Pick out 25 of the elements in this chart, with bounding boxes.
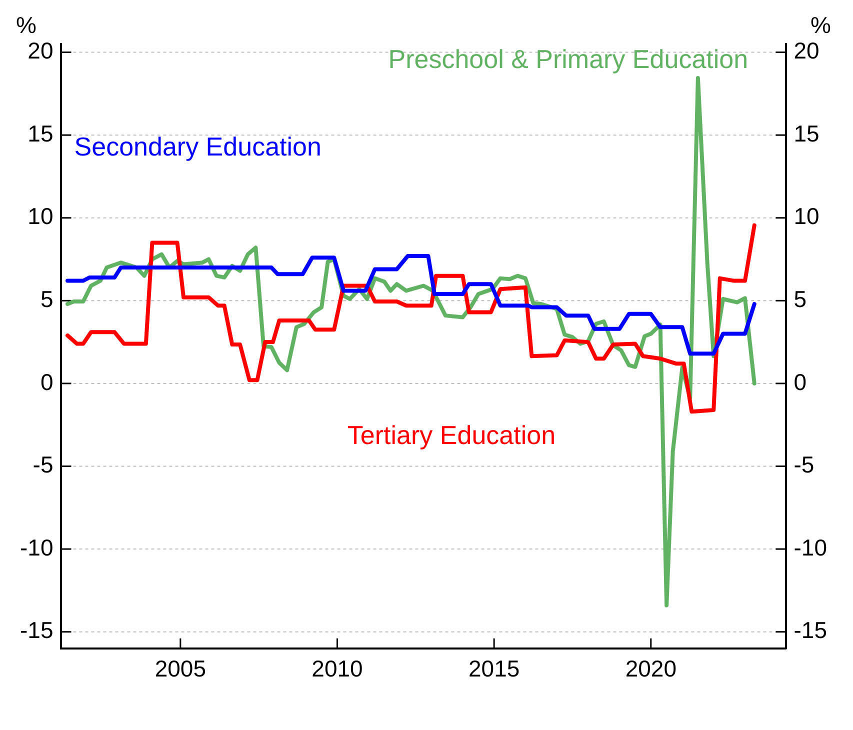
y2-axis-title: % [810,12,831,38]
text: Secondary Education [74,132,322,162]
y-tick-label: 0 [40,368,54,395]
y-tick-label: 20 [28,38,54,64]
x-tick-label: 2020 [625,656,676,682]
y-tick-label: 5 [40,286,54,312]
y2-tick-label: -15 [794,617,828,644]
y-tick-label: -5 [32,452,54,478]
y2-tick-label: -5 [794,452,814,478]
y2-tick-label: -10 [794,534,828,560]
y-tick-label: -15 [20,617,54,644]
series-label: Preschool & Primary Education [388,44,748,74]
y2-tick-label: 5 [794,286,807,312]
y-axis-title: % [16,12,36,38]
x-tick-label: 2015 [468,656,520,682]
x-tick-label: 2005 [154,656,206,682]
y2-tick-label: 20 [794,38,820,64]
x-tick-label: 2010 [312,656,363,682]
y2-tick-label: 0 [794,368,807,395]
y-tick-label: 15 [28,120,54,146]
y2-tick-label: 10 [794,203,820,230]
y2-tick-label: 15 [794,120,820,146]
y-tick-label: 10 [28,203,54,230]
text: Tertiary Education [347,420,556,450]
y-tick-label: -10 [20,534,54,560]
